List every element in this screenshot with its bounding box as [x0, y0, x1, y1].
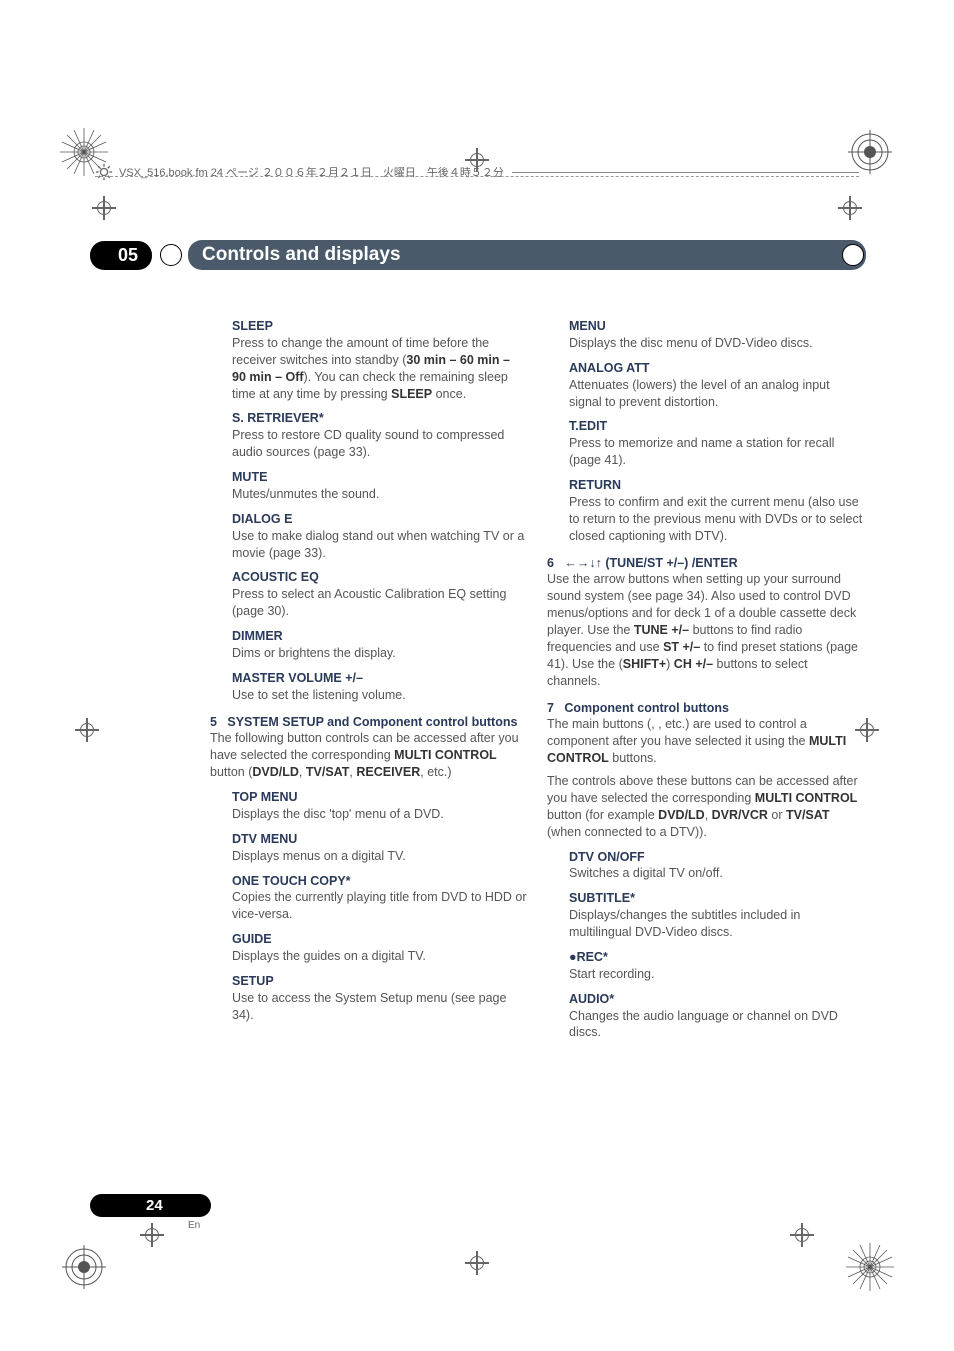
- crop-cross-tl2: [92, 196, 116, 220]
- dtvonoff-desc: Switches a digital TV on/off.: [569, 865, 864, 882]
- arrow-right-icon: →: [577, 556, 590, 570]
- section-5-heading: 5 SYSTEM SETUP and Component control but…: [210, 714, 527, 731]
- subtitle-heading: SUBTITLE*: [569, 890, 864, 907]
- sretriever-heading: S. RETRIEVER*: [232, 410, 527, 427]
- crop-starburst-bl: [60, 1243, 108, 1291]
- dimmer-heading: DIMMER: [232, 628, 527, 645]
- menu-desc: Displays the disc menu of DVD-Video disc…: [569, 335, 864, 352]
- topmenu-desc: Displays the disc 'top' menu of a DVD.: [232, 806, 527, 823]
- menu-heading: MENU: [569, 318, 864, 335]
- section-6-heading: 6 ←→↓↑ (TUNE/ST +/–) /ENTER: [547, 555, 864, 572]
- onetouchcopy-heading: ONE TOUCH COPY*: [232, 873, 527, 890]
- page-number-pill: 24: [90, 1194, 211, 1217]
- return-heading: RETURN: [569, 477, 864, 494]
- section-5-desc: The following button controls can be acc…: [210, 730, 527, 781]
- column-right: MENU Displays the disc menu of DVD-Video…: [547, 310, 864, 1045]
- crop-cross-l: [75, 718, 99, 742]
- chapter-number: 05: [90, 241, 152, 270]
- crop-cross-br2: [790, 1223, 814, 1247]
- rec-heading: ●REC*: [569, 949, 864, 966]
- record-dot-icon: ●: [569, 950, 577, 964]
- fm-header-text: VSX_516.book.fm 24 ページ ２００６年２月２１日 火曜日 午後…: [119, 164, 504, 180]
- header-dashline: [95, 176, 859, 177]
- chapter-end-circle: [842, 244, 864, 266]
- section-6-desc: Use the arrow buttons when setting up yo…: [547, 571, 864, 689]
- sleep-desc: Press to change the amount of time befor…: [232, 335, 527, 403]
- mute-desc: Mutes/unmutes the sound.: [232, 486, 527, 503]
- tedit-heading: T.EDIT: [569, 418, 864, 435]
- dimmer-desc: Dims or brightens the display.: [232, 645, 527, 662]
- mastervol-desc: Use to set the listening volume.: [232, 687, 527, 704]
- page-language-label: En: [188, 1220, 200, 1231]
- tedit-desc: Press to memorize and name a station for…: [569, 435, 864, 469]
- guide-desc: Displays the guides on a digital TV.: [232, 948, 527, 965]
- section-7-desc-1: The main buttons (, , etc.) are used to …: [547, 716, 864, 767]
- arrow-left-icon: ←: [564, 556, 577, 570]
- guide-heading: GUIDE: [232, 931, 527, 948]
- setup-heading: SETUP: [232, 973, 527, 990]
- crop-starburst-br: [846, 1243, 894, 1291]
- acousticeq-desc: Press to select an Acoustic Calibration …: [232, 586, 527, 620]
- dtvonoff-heading: DTV ON/OFF: [569, 849, 864, 866]
- topmenu-heading: TOP MENU: [232, 789, 527, 806]
- fm-header: VSX_516.book.fm 24 ページ ２００６年２月２１日 火曜日 午後…: [95, 163, 859, 181]
- rec-desc: Start recording.: [569, 966, 864, 983]
- crop-cross-tr2: [838, 196, 862, 220]
- chapter-header: 05 Controls and displays: [90, 240, 864, 270]
- sretriever-desc: Press to restore CD quality sound to com…: [232, 427, 527, 461]
- body-columns: SLEEP Press to change the amount of time…: [210, 310, 864, 1045]
- analogatt-heading: ANALOG ATT: [569, 360, 864, 377]
- mute-heading: MUTE: [232, 469, 527, 486]
- audio-heading: AUDIO*: [569, 991, 864, 1008]
- crop-cross-bl2: [140, 1223, 164, 1247]
- chapter-title: Controls and displays: [188, 240, 866, 270]
- pill-connector-circle: [160, 244, 182, 266]
- onetouchcopy-desc: Copies the currently playing title from …: [232, 889, 527, 923]
- dialoge-heading: DIALOG E: [232, 511, 527, 528]
- acousticeq-heading: ACOUSTIC EQ: [232, 569, 527, 586]
- sleep-heading: SLEEP: [232, 318, 527, 335]
- gear-icon: [95, 163, 113, 181]
- setup-desc: Use to access the System Setup menu (see…: [232, 990, 527, 1024]
- column-left: SLEEP Press to change the amount of time…: [210, 310, 527, 1045]
- analogatt-desc: Attenuates (lowers) the level of an anal…: [569, 377, 864, 411]
- section-7-desc-2: The controls above these buttons can be …: [547, 773, 864, 841]
- dialoge-desc: Use to make dialog stand out when watchi…: [232, 528, 527, 562]
- return-desc: Press to confirm and exit the current me…: [569, 494, 864, 545]
- subtitle-desc: Displays/changes the subtitles included …: [569, 907, 864, 941]
- mastervol-heading: MASTER VOLUME +/–: [232, 670, 527, 687]
- audio-desc: Changes the audio language or channel on…: [569, 1008, 864, 1042]
- crop-cross-b: [465, 1251, 489, 1275]
- section-7-heading: 7 Component control buttons: [547, 700, 864, 717]
- dtvmenu-heading: DTV MENU: [232, 831, 527, 848]
- dtvmenu-desc: Displays menus on a digital TV.: [232, 848, 527, 865]
